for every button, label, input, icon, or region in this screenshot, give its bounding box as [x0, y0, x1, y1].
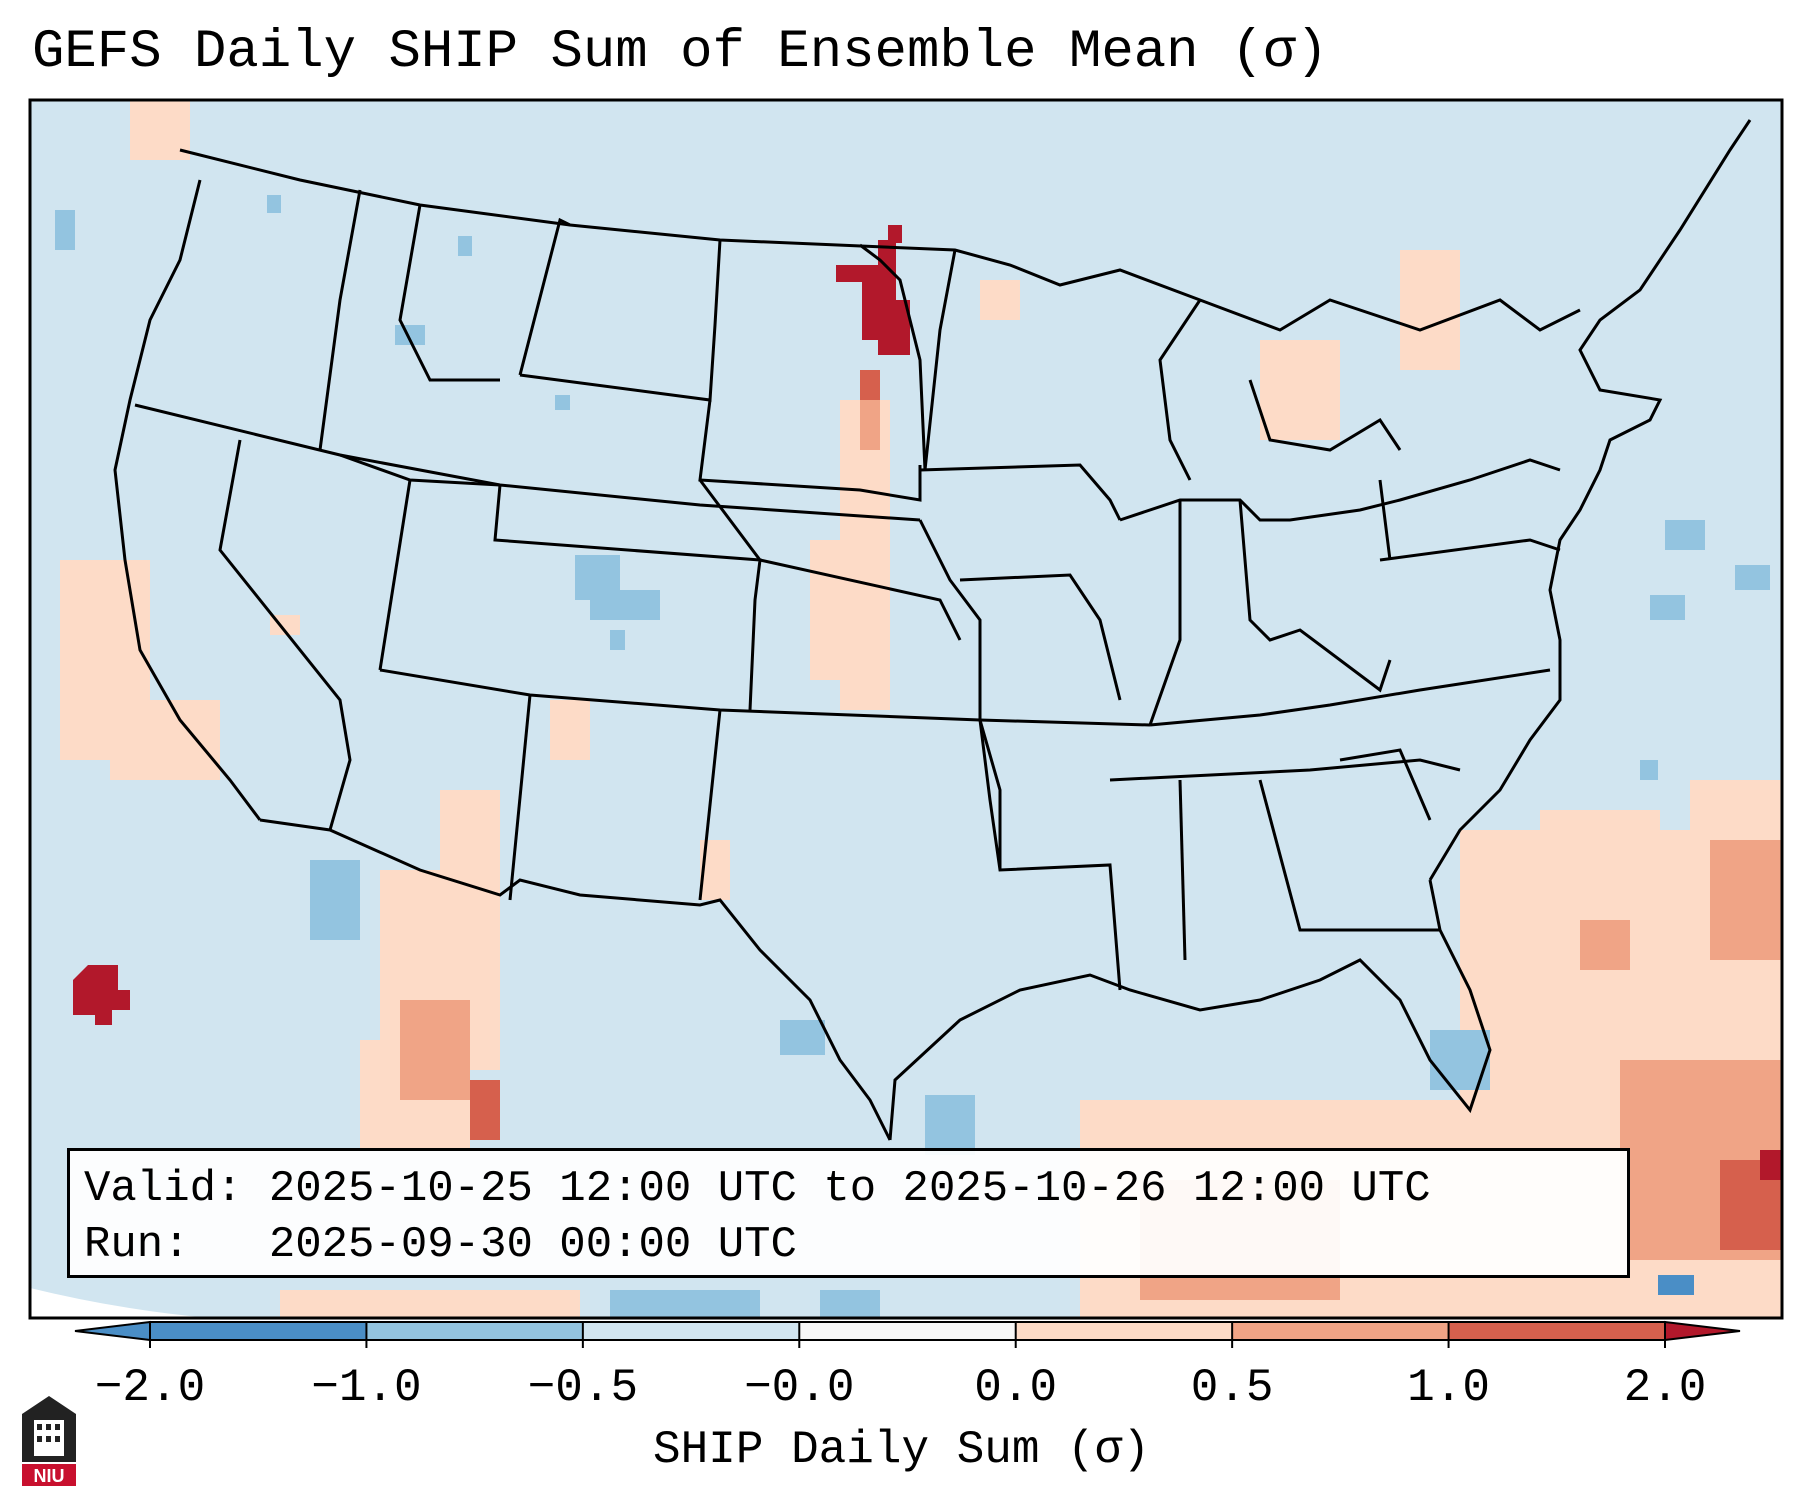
colorbar-extend-low — [74, 1320, 151, 1342]
colorbar-tick-label: −0.5 — [527, 1362, 639, 1414]
colorbar-segment — [1232, 1322, 1449, 1340]
colorbar-segment — [1015, 1322, 1233, 1340]
colorbar-segment — [1448, 1322, 1665, 1340]
colorbar-tick-label: 0.5 — [1190, 1362, 1274, 1414]
run-label: Run: — [84, 1220, 190, 1270]
colorbar-tick-label: −1.0 — [311, 1362, 422, 1414]
colorbar-extend-high — [1664, 1320, 1741, 1342]
colorbar-tick-label: 1.0 — [1407, 1362, 1490, 1414]
colorbar-tick-label: 0.0 — [974, 1362, 1058, 1414]
run-value: 2025-09-30 00:00 UTC — [268, 1220, 797, 1270]
niu-logo: NIU — [22, 1396, 76, 1486]
logo-text: NIU — [34, 1466, 65, 1486]
colorbar-segment — [150, 1322, 367, 1340]
valid-label: Valid: — [84, 1164, 243, 1214]
colorbar — [74, 1320, 1741, 1348]
colorbar-tick-label: 2.0 — [1623, 1362, 1707, 1414]
colorbar-segment — [799, 1322, 1016, 1340]
map-panel — [28, 98, 1784, 1320]
colorbar-label: SHIP Daily Sum (σ) — [653, 1424, 1150, 1476]
valid-value: 2025-10-25 12:00 UTC to 2025-10-26 12:00… — [268, 1164, 1431, 1214]
colorbar-tick-label: −2.0 — [94, 1362, 206, 1414]
state-boundaries — [113, 119, 1752, 1141]
colorbar-segment — [366, 1322, 583, 1340]
strong-anomaly — [73, 225, 1782, 1180]
valid-run-info: Valid: 2025-10-25 12:00 UTC to 2025-10-2… — [67, 1148, 1630, 1278]
map-title: GEFS Daily SHIP Sum of Ensemble Mean (σ) — [32, 22, 1329, 83]
colorbar-tick-label: −0.0 — [744, 1362, 855, 1414]
colorbar-segment — [582, 1322, 800, 1340]
